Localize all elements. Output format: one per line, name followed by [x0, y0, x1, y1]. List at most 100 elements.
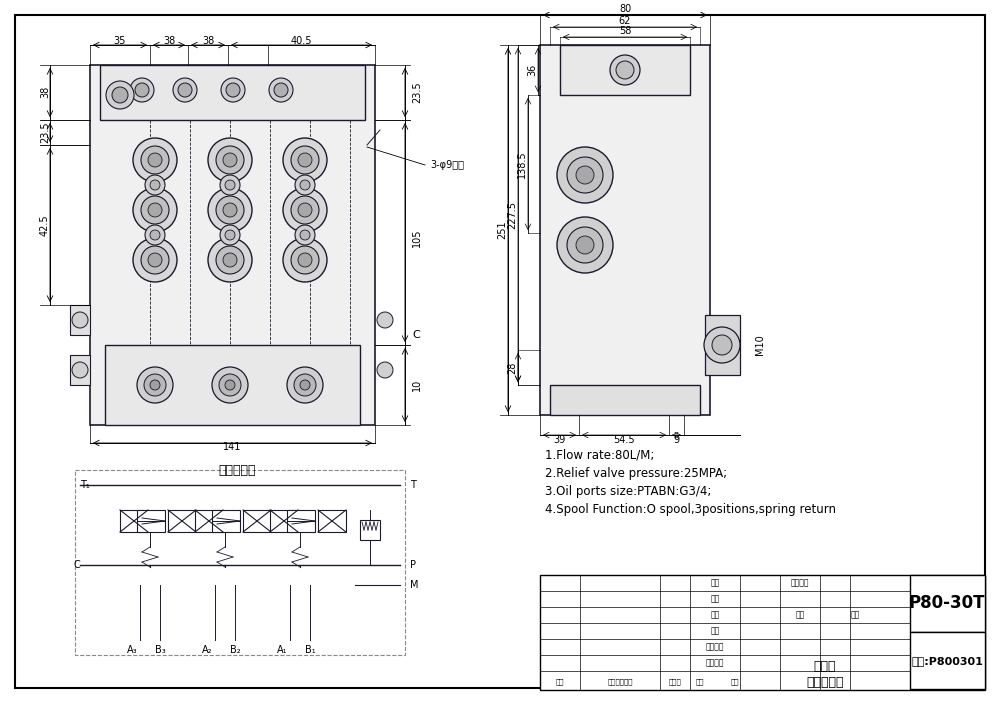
Circle shape	[216, 146, 244, 174]
Text: 36: 36	[527, 64, 537, 76]
Bar	[105, 345, 360, 425]
Circle shape	[137, 367, 173, 403]
Circle shape	[283, 188, 327, 232]
Bar	[560, 45, 690, 95]
Text: T: T	[410, 480, 416, 490]
Bar	[90, 65, 375, 425]
Bar	[195, 510, 223, 532]
Text: M: M	[410, 580, 418, 590]
Circle shape	[130, 78, 154, 102]
Circle shape	[173, 78, 197, 102]
Text: T₁: T₁	[80, 480, 90, 490]
Circle shape	[208, 188, 252, 232]
Text: 42.5: 42.5	[40, 214, 50, 236]
Circle shape	[106, 81, 134, 109]
Circle shape	[225, 180, 235, 190]
Text: 标记: 标记	[556, 678, 564, 685]
Text: 39: 39	[553, 435, 565, 445]
Circle shape	[576, 166, 594, 184]
Circle shape	[208, 138, 252, 182]
Circle shape	[133, 188, 177, 232]
Bar	[70, 305, 90, 335]
Circle shape	[576, 236, 594, 254]
Text: 58: 58	[619, 26, 631, 36]
Text: 液压原理图: 液压原理图	[218, 463, 256, 477]
Bar	[550, 385, 700, 415]
Text: 10: 10	[412, 379, 422, 391]
Text: 设计: 设计	[710, 579, 720, 588]
Text: C: C	[412, 330, 420, 340]
Text: 图纸档次: 图纸档次	[791, 579, 809, 588]
Circle shape	[557, 217, 613, 273]
Text: 4.Spool Function:O spool,3positions,spring return: 4.Spool Function:O spool,3positions,spri…	[545, 503, 836, 515]
Bar	[360, 520, 380, 540]
Circle shape	[300, 380, 310, 390]
Text: 外型尺寸图: 外型尺寸图	[806, 676, 844, 688]
Circle shape	[223, 253, 237, 267]
Circle shape	[135, 83, 149, 97]
Bar	[910, 575, 985, 632]
Text: 35: 35	[114, 36, 126, 46]
Text: 描图: 描图	[710, 610, 720, 619]
Text: C: C	[73, 560, 80, 570]
Text: 比例: 比例	[850, 610, 860, 619]
Circle shape	[274, 83, 288, 97]
Circle shape	[216, 196, 244, 224]
Text: 更改内容检查: 更改内容检查	[607, 678, 633, 685]
Text: 23.5: 23.5	[412, 81, 422, 103]
Circle shape	[133, 238, 177, 282]
Circle shape	[298, 203, 312, 217]
Circle shape	[704, 327, 740, 363]
Text: 138.5: 138.5	[517, 150, 527, 178]
Text: 28: 28	[507, 362, 517, 374]
Circle shape	[567, 227, 603, 263]
Text: 多路阀: 多路阀	[814, 659, 836, 673]
Circle shape	[300, 230, 310, 240]
Text: A₁: A₁	[277, 645, 287, 655]
Text: 54.5: 54.5	[613, 435, 635, 445]
Bar	[540, 45, 710, 415]
Circle shape	[220, 225, 240, 245]
Text: 105: 105	[412, 228, 422, 247]
Bar	[243, 510, 271, 532]
Bar	[540, 575, 985, 690]
Text: 9: 9	[673, 435, 679, 445]
Circle shape	[294, 374, 316, 396]
Text: 2.Relief valve pressure:25MPA;: 2.Relief valve pressure:25MPA;	[545, 467, 727, 479]
Circle shape	[212, 367, 248, 403]
Circle shape	[226, 83, 240, 97]
Circle shape	[216, 246, 244, 274]
Circle shape	[298, 253, 312, 267]
Circle shape	[300, 180, 310, 190]
Circle shape	[72, 362, 88, 378]
Bar	[70, 355, 90, 385]
Text: 审查: 审查	[731, 678, 739, 685]
Text: 38: 38	[40, 86, 50, 98]
Text: 1.Flow rate:80L/M;: 1.Flow rate:80L/M;	[545, 449, 654, 461]
Text: B₁: B₁	[305, 645, 315, 655]
Circle shape	[291, 146, 319, 174]
Bar	[212, 510, 240, 532]
Text: P80-30T: P80-30T	[909, 594, 985, 612]
Circle shape	[291, 196, 319, 224]
Bar	[270, 510, 298, 532]
Text: 日期: 日期	[696, 678, 704, 685]
Circle shape	[295, 175, 315, 195]
Circle shape	[144, 374, 166, 396]
Text: 工艺检查: 工艺检查	[706, 643, 724, 652]
Circle shape	[616, 61, 634, 79]
Circle shape	[150, 180, 160, 190]
Circle shape	[287, 367, 323, 403]
Circle shape	[145, 175, 165, 195]
Text: 38: 38	[163, 36, 175, 46]
Circle shape	[295, 225, 315, 245]
Text: A₂: A₂	[202, 645, 212, 655]
Circle shape	[557, 147, 613, 203]
Text: 38: 38	[202, 36, 214, 46]
Text: 80: 80	[619, 4, 631, 14]
Bar	[705, 315, 740, 375]
Bar	[137, 510, 165, 532]
Bar	[910, 632, 985, 689]
Circle shape	[133, 138, 177, 182]
Text: 251: 251	[497, 221, 507, 239]
